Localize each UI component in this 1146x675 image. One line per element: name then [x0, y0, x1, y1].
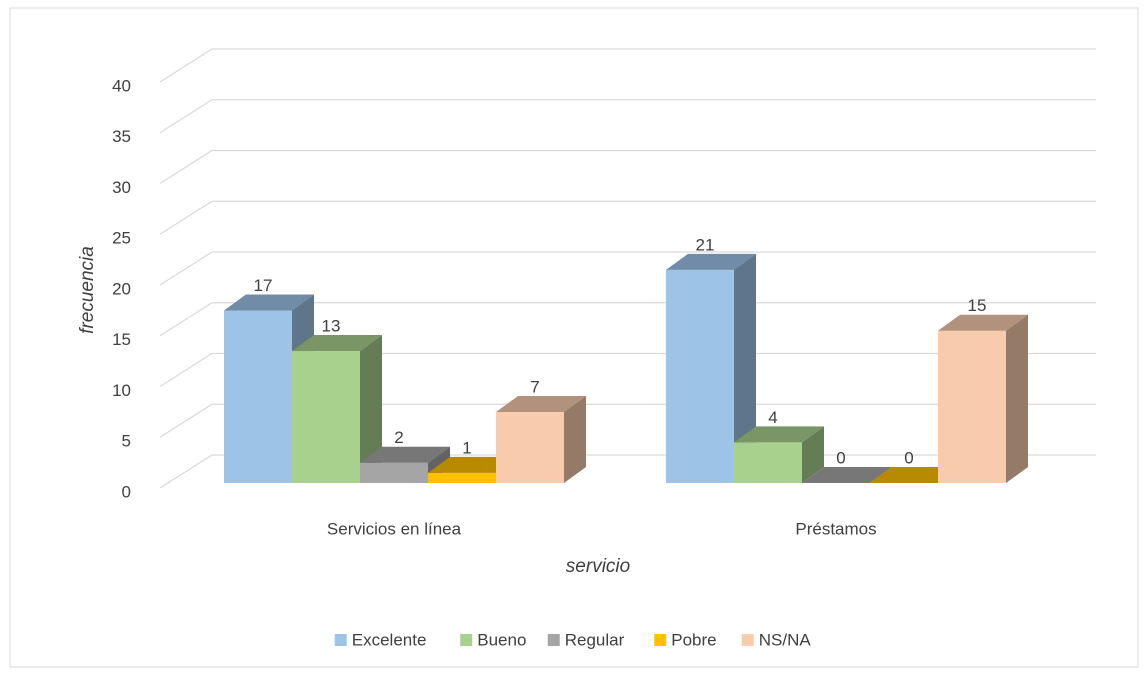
- grid-line: [159, 251, 1096, 286]
- bar-top: [496, 395, 586, 412]
- bar-top: [224, 294, 314, 311]
- bar-side: [360, 335, 382, 483]
- data-label: 7: [530, 377, 539, 396]
- y-tick-label: 15: [112, 330, 131, 349]
- bar-top: [938, 314, 1028, 331]
- bar-top: [428, 456, 518, 473]
- data-label: 0: [836, 448, 845, 467]
- legend-label: Regular: [565, 630, 625, 649]
- data-label: 1: [462, 438, 471, 457]
- y-axis-title: frecuencia: [77, 246, 98, 334]
- grid-line: [159, 302, 1096, 337]
- data-label: 13: [322, 317, 341, 336]
- bar-front: [292, 351, 360, 483]
- bar-side: [564, 395, 586, 483]
- bar-front: [938, 330, 1006, 483]
- grid-line: [159, 99, 1096, 134]
- bar-side: [734, 253, 756, 483]
- legend-swatch: [547, 634, 560, 646]
- data-label: 15: [968, 296, 987, 315]
- bar-side: [1006, 314, 1028, 483]
- legend-label: NS/NA: [759, 630, 812, 649]
- legend-label: Excelente: [352, 630, 427, 649]
- bar: [802, 467, 892, 483]
- bar: [938, 314, 1028, 483]
- bar-front: [428, 472, 496, 483]
- grid-line: [159, 149, 1096, 185]
- bar: [496, 395, 586, 483]
- y-tick-label: 10: [112, 381, 131, 400]
- bar-top: [734, 426, 824, 443]
- bar-top: [870, 467, 960, 483]
- bar-front: [224, 310, 292, 483]
- data-label: 2: [394, 428, 403, 447]
- bar-top: [666, 253, 756, 270]
- bar-top: [360, 446, 450, 463]
- bar: [292, 335, 382, 483]
- y-tick-label: 25: [112, 229, 131, 248]
- legend-label: Pobre: [671, 630, 716, 649]
- y-tick-label: 30: [112, 178, 131, 197]
- data-label: 21: [696, 235, 715, 254]
- bar-front: [360, 462, 428, 483]
- bar-front: [496, 411, 564, 483]
- legend-swatch: [334, 634, 347, 646]
- grid-line: [159, 48, 1096, 83]
- bar-top: [802, 467, 892, 483]
- y-tick-label: 0: [122, 482, 131, 501]
- x-tick-label: Préstamos: [795, 519, 876, 538]
- x-axis-title: servicio: [566, 556, 630, 577]
- bar-front: [666, 269, 734, 483]
- y-tick-label: 35: [112, 127, 131, 146]
- y-tick-label: 40: [112, 76, 131, 95]
- grid-line: [159, 200, 1096, 235]
- bar-side: [802, 426, 824, 483]
- grid-line: [159, 352, 1096, 388]
- legend-swatch: [654, 634, 667, 646]
- legend-swatch: [741, 634, 754, 646]
- x-tick-label: Servicios en línea: [327, 519, 462, 538]
- bar-top: [292, 335, 382, 352]
- bar-front: [734, 442, 802, 483]
- bar: [666, 253, 756, 483]
- legend-swatch: [460, 634, 473, 646]
- grid-line: [159, 403, 1096, 438]
- data-label: 0: [904, 448, 913, 467]
- bar: [734, 426, 824, 483]
- data-label: 4: [768, 408, 777, 427]
- bar: [870, 467, 960, 483]
- y-tick-label: 5: [122, 432, 131, 451]
- chart-frame: [9, 7, 1139, 668]
- y-tick-label: 20: [112, 279, 131, 298]
- data-label: 17: [254, 276, 273, 295]
- legend-label: Bueno: [477, 630, 526, 649]
